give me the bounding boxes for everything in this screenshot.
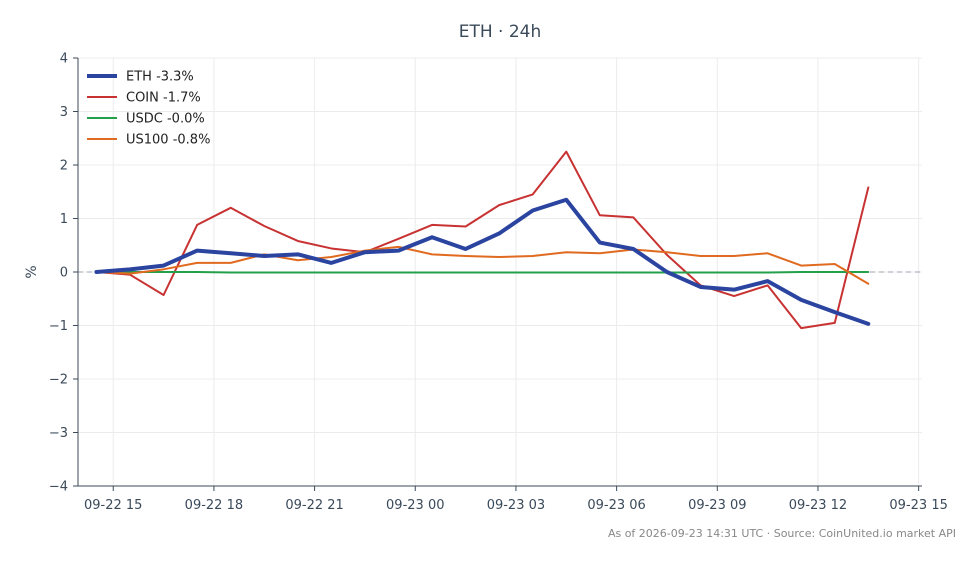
y-axis-label: %	[24, 265, 40, 278]
x-tick-label: 09-23 12	[789, 498, 847, 513]
y-tick-label: 2	[60, 159, 68, 174]
y-tick-label: 1	[60, 212, 68, 227]
x-tick-label: 09-23 06	[587, 498, 645, 513]
y-tick-label: −3	[49, 426, 68, 441]
y-tick-label: −2	[49, 373, 68, 388]
series-line-3	[95, 271, 870, 274]
x-tick-label: 09-23 00	[386, 498, 444, 513]
y-tick-label: −1	[49, 319, 68, 334]
y-tick-label: 4	[60, 52, 68, 67]
x-axis-ticks: 09-22 15 09-22 18 09-22 21 09-23 00 09-23 03…	[84, 486, 948, 513]
chart-title: ETH · 24h	[459, 22, 542, 42]
y-tick-label: 0	[60, 266, 68, 281]
series-line-2	[95, 150, 870, 330]
legend-entry: COIN -1.7%	[126, 91, 201, 106]
x-tick-label: 09-23 03	[487, 498, 545, 513]
legend-entry: USDC -0.0%	[126, 112, 205, 127]
y-tick-label: 3	[60, 105, 68, 120]
x-tick-label: 09-22 15	[84, 498, 142, 513]
y-tick-label: −4	[49, 480, 68, 495]
x-tick-label: 09-22 18	[185, 498, 243, 513]
legend-entry: US100 -0.8%	[126, 133, 210, 148]
series-line-4	[95, 245, 870, 285]
footer-note: As of 2026-09-23 14:31 UTC · Source: Coi…	[608, 527, 956, 540]
legend: ETH -3.3% COIN -1.7% USDC -0.0% US100 -0.8%	[87, 70, 210, 148]
x-tick-label: 09-23 15	[889, 498, 947, 513]
legend-entry: ETH -3.3%	[126, 70, 194, 85]
series-lines	[94, 150, 871, 330]
x-tick-label: 09-22 21	[285, 498, 343, 513]
series-line-1	[94, 197, 871, 326]
y-axis-ticks: −4 −3 −2 −1 0 1 2 3 4	[49, 52, 78, 495]
x-tick-label: 09-23 09	[688, 498, 746, 513]
